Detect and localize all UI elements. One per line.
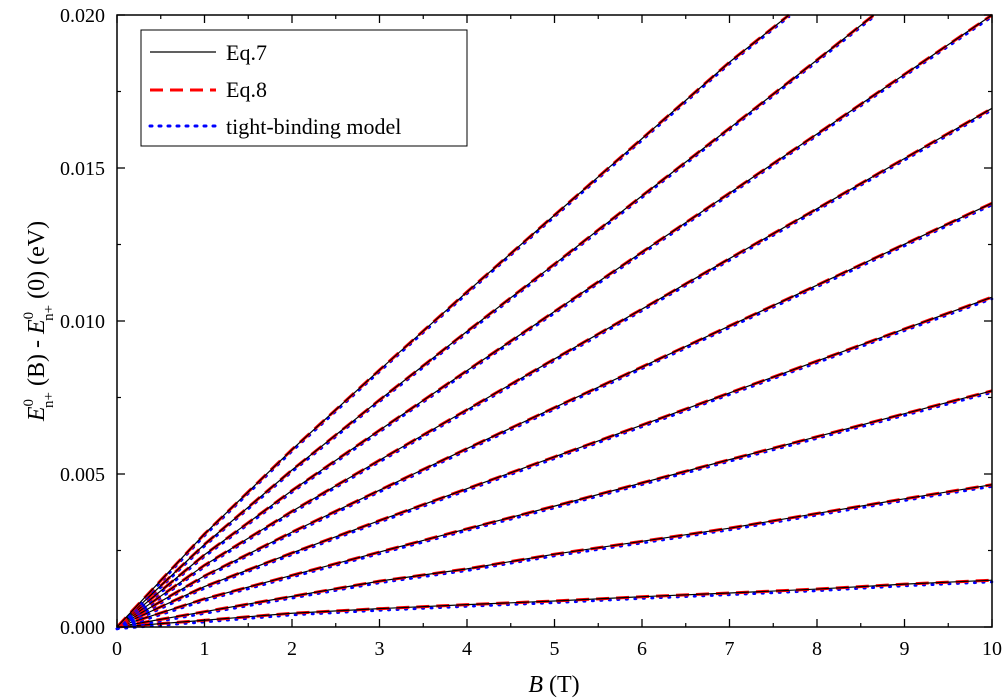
y-axis-title-sub2: n+ xyxy=(41,305,57,321)
x-axis-title-symbol: B xyxy=(528,672,543,698)
eq7-curve-7 xyxy=(116,14,993,628)
tight-binding-curve-8 xyxy=(115,15,876,631)
y-axis-title-mid: (B) - xyxy=(24,334,50,392)
x-axis-title: B (T) xyxy=(528,672,579,698)
eq7-curve-3 xyxy=(116,390,993,628)
legend: Eq.7 Eq.8 tight-binding model xyxy=(140,29,468,147)
eq7-curve-6 xyxy=(116,107,993,628)
x-tick-label: 2 xyxy=(287,638,297,660)
x-tick-label: 0 xyxy=(112,638,122,660)
y-tick-label: 0.010 xyxy=(60,311,105,333)
eq7-curve-1 xyxy=(116,579,993,628)
x-tick-label: 8 xyxy=(812,638,822,660)
y-axis-title-e2: E xyxy=(24,319,50,335)
eq7-curve-5 xyxy=(116,202,993,628)
tight-binding-curve-2 xyxy=(115,485,994,631)
y-axis-title: E0 n+ (B) - E0 n+ (0) (eV) xyxy=(21,221,57,422)
y-tick-label: 0.020 xyxy=(60,5,105,27)
curves-layer xyxy=(115,13,994,631)
eq7-curve-4 xyxy=(116,296,993,628)
x-tick-label: 4 xyxy=(462,638,472,660)
x-tick-label: 10 xyxy=(982,638,1002,660)
y-axis-title-sup2: 0 xyxy=(21,312,37,320)
legend-label-eq7: Eq.7 xyxy=(226,40,267,65)
ticks-layer: 0 1 2 3 4 5 6 7 8 9 10 0.000 0.005 0.010 0.015 0.020 xyxy=(60,5,1002,660)
tight-binding-curve-3 xyxy=(115,391,994,631)
y-tick-label: 0.000 xyxy=(60,617,105,639)
eq8-curve-4 xyxy=(116,295,993,629)
y-tick-label: 0.005 xyxy=(60,464,105,486)
legend-label-eq8: Eq.8 xyxy=(226,77,267,102)
tight-binding-curve-6 xyxy=(115,108,994,631)
x-tick-label: 1 xyxy=(200,638,210,660)
tight-binding-curve-5 xyxy=(115,203,994,631)
tight-binding-curve-1 xyxy=(115,580,994,631)
legend-label-tight-binding: tight-binding model xyxy=(226,114,401,139)
tight-binding-curve-4 xyxy=(115,297,994,631)
eq7-curve-2 xyxy=(116,484,993,628)
eq7-curve-9 xyxy=(116,14,790,628)
x-axis-title-unit: (T) xyxy=(543,672,580,698)
eq8-curve-5 xyxy=(116,201,993,629)
x-tick-label: 5 xyxy=(550,638,560,660)
x-tick-label: 3 xyxy=(375,638,385,660)
y-axis-title-tail: (0) (eV) xyxy=(24,221,50,305)
y-axis-title-sup1: 0 xyxy=(21,399,37,407)
x-tick-label: 6 xyxy=(637,638,647,660)
y-axis-title-sub1: n+ xyxy=(41,392,57,408)
x-tick-label: 7 xyxy=(725,638,735,660)
y-tick-label: 0.015 xyxy=(60,158,105,180)
eq7-curve-8 xyxy=(116,14,875,628)
x-tick-label: 9 xyxy=(900,638,910,660)
y-axis-title-e1: E xyxy=(24,406,50,422)
